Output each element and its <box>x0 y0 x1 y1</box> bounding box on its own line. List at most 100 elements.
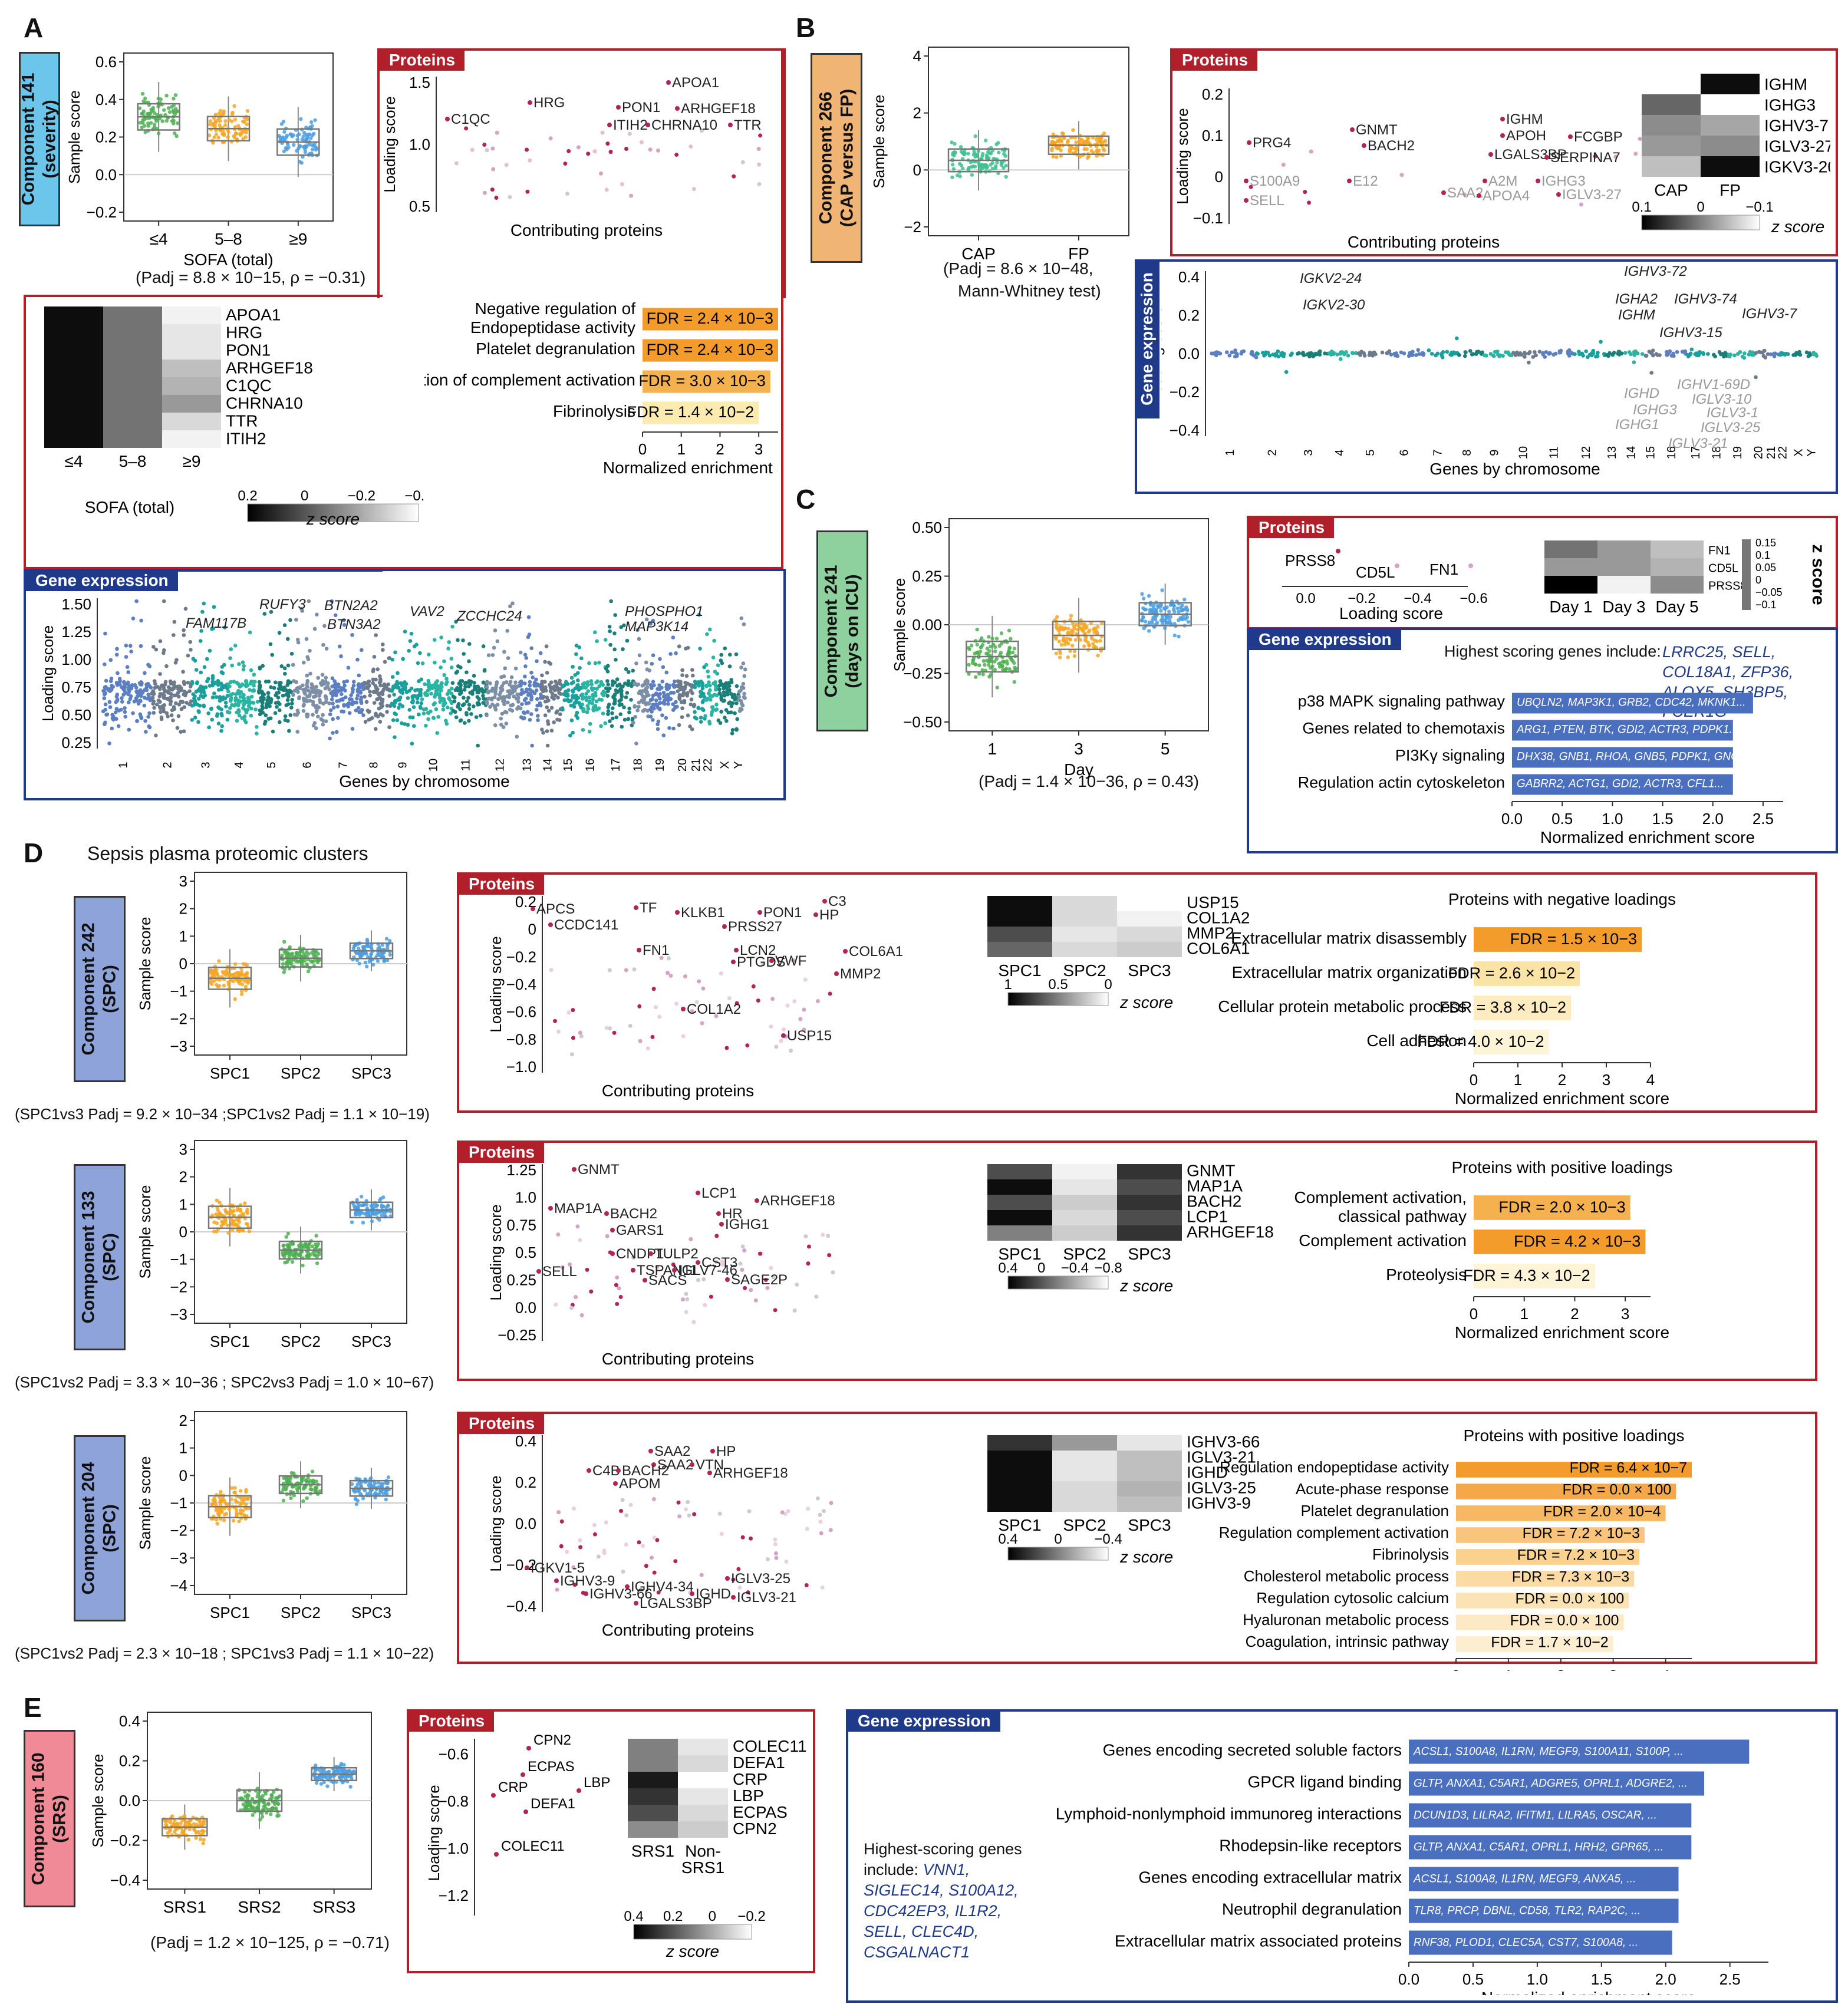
gene-point <box>133 683 137 687</box>
sample-point <box>282 1476 286 1480</box>
fdr-label: FDR = 2.4 × 10−3 <box>647 309 773 327</box>
gene-point <box>150 691 154 695</box>
protein-point-labeled <box>1477 193 1481 198</box>
gene-point <box>182 729 186 734</box>
sample-point <box>314 1245 319 1250</box>
gene-point <box>307 599 311 604</box>
gene-point <box>488 704 492 709</box>
gene-point <box>1577 352 1582 357</box>
x-tick-label: −0.2 <box>1348 591 1375 606</box>
gene-point <box>188 640 193 644</box>
sample-point <box>1172 633 1177 638</box>
gene-point <box>186 654 190 658</box>
chromosome-label: 21 <box>1765 446 1778 459</box>
sample-point <box>289 962 294 967</box>
gene-label: IGLV3-1 <box>1707 405 1758 421</box>
sample-point <box>1057 629 1061 633</box>
chromosome-label: 14 <box>1625 446 1638 459</box>
protein-point <box>504 163 509 167</box>
protein-point <box>828 991 832 996</box>
gene-point <box>564 693 568 698</box>
gene-point <box>183 693 187 698</box>
protein-point <box>720 1259 724 1264</box>
gene-point <box>730 731 734 736</box>
sample-point <box>289 1496 293 1501</box>
protein-point <box>683 974 687 979</box>
heatmap-cell <box>1544 576 1597 594</box>
gene-point <box>179 707 184 711</box>
gene-point <box>378 701 383 706</box>
enrichment-bar <box>643 308 778 331</box>
gene-point <box>528 680 532 684</box>
gene-point <box>524 701 529 706</box>
sample-point <box>299 117 303 121</box>
enrichment-genes: DHX38, GNB1, RHOA, GNB5, PDPK1, GNG5... <box>1517 751 1755 763</box>
heatmap-cell <box>1052 1164 1117 1179</box>
gene-point <box>570 694 575 698</box>
chromosome-label: X <box>719 761 732 769</box>
sample-point <box>1009 637 1013 641</box>
sample-point <box>298 144 302 148</box>
gene-point <box>261 706 265 711</box>
sample-point <box>141 99 146 104</box>
gene-point <box>540 673 544 678</box>
gene-point <box>714 686 719 691</box>
enrichment-term: Platelet degranulation <box>476 339 635 358</box>
sample-point <box>959 150 964 154</box>
gene-point <box>314 691 319 695</box>
gene-point <box>229 647 233 651</box>
zscore-label: z score <box>1809 544 1828 605</box>
gene-point <box>207 725 211 730</box>
protein-point <box>753 1298 758 1303</box>
protein-point-labeled <box>681 1007 686 1011</box>
gene-point <box>466 684 471 688</box>
gene-point <box>139 716 144 720</box>
gene-point <box>308 698 312 703</box>
colorbar-tick: 0 <box>1104 977 1112 993</box>
chromosome-label: Y <box>1806 449 1819 456</box>
gene-point <box>657 683 661 688</box>
gene-point <box>393 700 397 704</box>
gene-point <box>305 713 310 717</box>
protein-point <box>792 1308 797 1313</box>
gene-point <box>742 691 746 696</box>
gene-point <box>495 639 500 644</box>
x-axis-label: Loading score <box>1339 604 1443 622</box>
protein-point <box>673 1559 678 1564</box>
gene-point <box>1479 351 1483 355</box>
gene-point <box>529 712 533 716</box>
sample-point <box>226 971 230 976</box>
heatmap-cell <box>162 430 221 448</box>
gene-label: IGLV3-10 <box>1692 391 1752 407</box>
heatmap-cell <box>1117 896 1182 911</box>
gene-point <box>172 633 176 637</box>
sample-point <box>995 160 999 164</box>
gene-point <box>677 723 681 727</box>
gene-point <box>222 662 226 667</box>
gene-point <box>350 632 354 637</box>
gene-point <box>1665 350 1669 354</box>
protein-point <box>569 1306 574 1310</box>
protein-point <box>490 187 495 192</box>
chromosome-label: 16 <box>584 759 597 772</box>
sample-point <box>977 663 981 667</box>
gene-point <box>1778 352 1783 357</box>
gene-point <box>440 698 445 703</box>
gene-point <box>739 616 744 621</box>
chromosome-label: 2 <box>162 762 174 768</box>
chromosome-label: 8 <box>1461 449 1474 456</box>
gene-point <box>269 697 274 701</box>
gene-point <box>619 625 624 629</box>
sample-point <box>227 118 232 122</box>
sample-point <box>984 139 988 143</box>
y-tick-label: 1 <box>179 927 187 945</box>
gene-point <box>606 689 610 693</box>
panel-c-gene-frame <box>1247 628 1838 853</box>
panel-c-stat: (Padj = 1.4 × 10−36, ρ = 0.43) <box>979 772 1199 790</box>
protein-point <box>1638 136 1642 141</box>
sample-point <box>223 1218 228 1222</box>
gene-point <box>705 632 709 637</box>
protein-point <box>766 1557 770 1561</box>
